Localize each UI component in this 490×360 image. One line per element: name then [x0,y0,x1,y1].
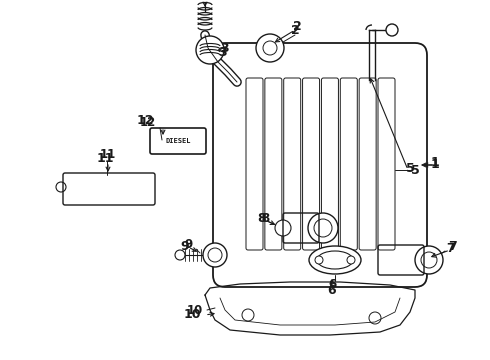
Text: 11: 11 [100,148,116,162]
Circle shape [203,243,227,267]
Text: 5: 5 [406,162,415,175]
Circle shape [175,250,185,260]
Circle shape [256,34,284,62]
Text: 4: 4 [200,0,209,4]
Circle shape [347,256,355,264]
Text: 3: 3 [220,41,228,54]
Text: 7: 7 [448,239,456,252]
Text: 1: 1 [431,158,440,171]
Text: 4: 4 [200,0,209,3]
Text: DIESEL: DIESEL [165,138,191,144]
Text: 11: 11 [96,152,114,165]
Text: 6: 6 [328,284,336,297]
Circle shape [308,213,338,243]
Text: 10: 10 [183,309,201,321]
Text: 7: 7 [446,242,454,255]
Text: 8: 8 [261,211,269,225]
Circle shape [196,36,224,64]
Circle shape [263,41,277,55]
Text: 6: 6 [328,279,336,292]
Text: 2: 2 [293,21,301,33]
Text: 10: 10 [187,303,203,316]
Circle shape [275,220,291,236]
Text: 2: 2 [291,23,299,36]
Text: 12: 12 [140,116,156,129]
Text: 12: 12 [136,113,154,126]
Circle shape [386,24,398,36]
Text: 1: 1 [431,156,440,168]
Ellipse shape [309,246,361,274]
Circle shape [415,246,443,274]
Text: 3: 3 [218,45,226,58]
Text: 9: 9 [184,238,192,252]
Circle shape [315,256,323,264]
Text: 8: 8 [258,211,266,225]
Text: 5: 5 [411,163,419,176]
Circle shape [56,182,66,192]
Text: 9: 9 [181,240,189,253]
